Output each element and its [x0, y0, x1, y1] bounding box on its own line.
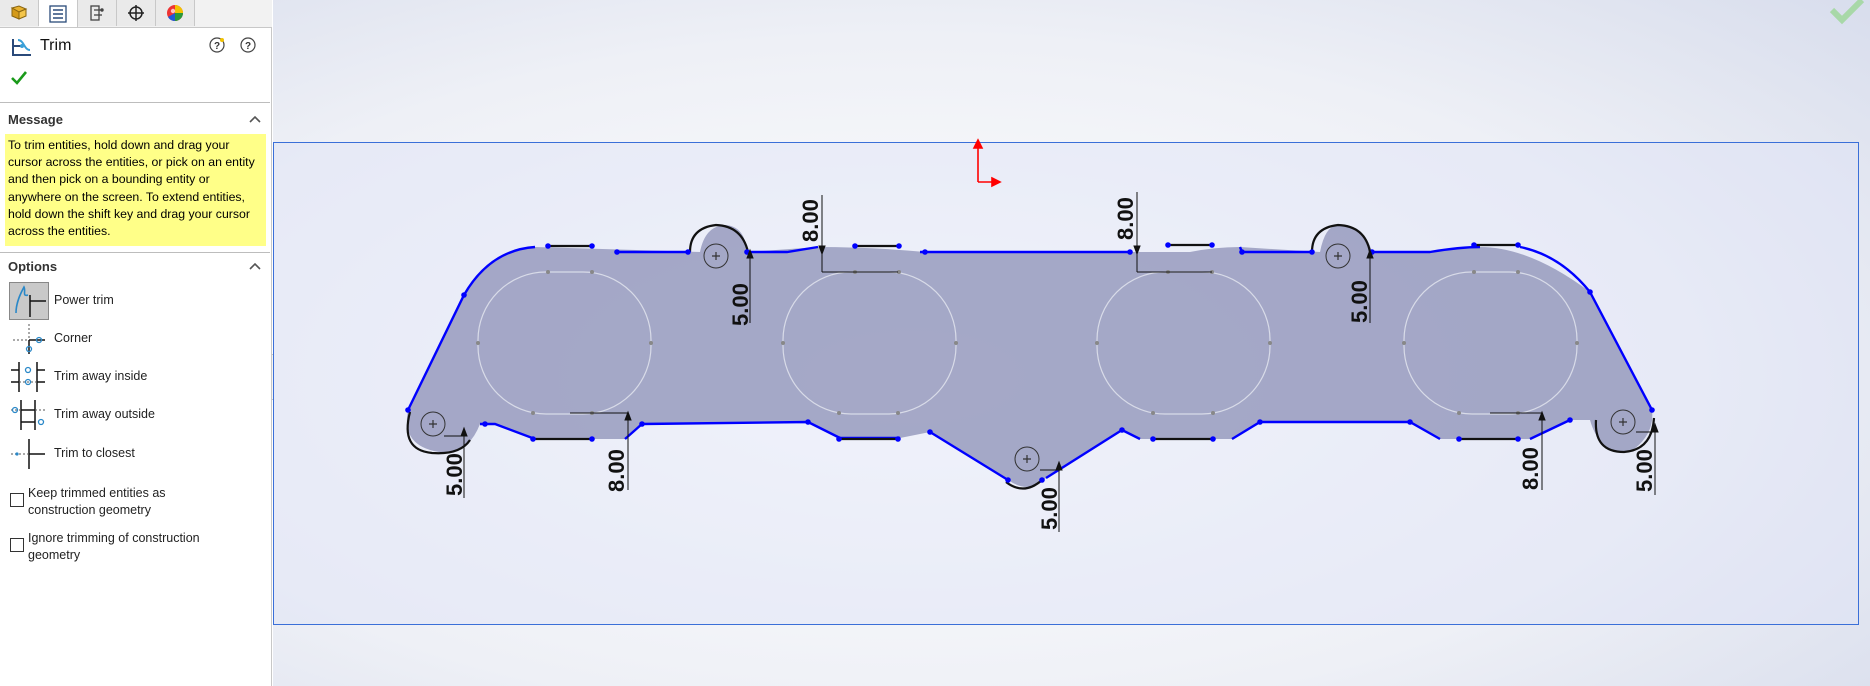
dimension-label[interactable]: 5.00: [1037, 487, 1062, 530]
dimensions[interactable]: [444, 192, 1659, 532]
option-label: Trim to closest: [54, 446, 135, 460]
option-label: Trim away inside: [54, 369, 148, 383]
power-trim-icon[interactable]: [9, 282, 49, 320]
whats-wrong-help-icon[interactable]: ?: [209, 37, 225, 53]
dimension-label[interactable]: 5.00: [1347, 280, 1372, 323]
option-label: Corner: [54, 331, 93, 345]
dimension-label[interactable]: 8.00: [1518, 447, 1543, 490]
configuration-manager-tab[interactable]: [78, 0, 117, 26]
keep-trimmed-construction-checkbox[interactable]: [10, 493, 24, 507]
sketch-points: [405, 242, 1655, 483]
dimension-label[interactable]: 8.00: [798, 199, 823, 242]
bolt-holes: [420, 243, 1636, 472]
trim-inside-icon[interactable]: [9, 358, 49, 396]
ignore-construction-trimming-checkbox[interactable]: [10, 538, 24, 552]
checkbox-label: Ignore trimming of construction geometry: [28, 531, 200, 562]
section-divider: [0, 102, 270, 103]
dimension-label[interactable]: 5.00: [442, 453, 467, 496]
dimension-label[interactable]: 8.00: [1113, 197, 1138, 240]
option-corner[interactable]: Corner: [9, 320, 269, 358]
options-section-header[interactable]: Options: [8, 259, 58, 274]
corner-trim-icon[interactable]: [9, 320, 49, 358]
chevron-up-icon[interactable]: [249, 262, 261, 270]
bolt-hole: [703, 243, 729, 269]
bolt-hole: [1325, 243, 1351, 269]
confirmation-corner-check-icon[interactable]: [1829, 0, 1865, 25]
property-manager-panel: Trim ? ? Message To trim entities, hold …: [0, 0, 272, 686]
option-power-trim[interactable]: Power trim: [9, 282, 269, 320]
origin-icon: [972, 138, 1002, 188]
option-label: Power trim: [54, 293, 114, 307]
svg-text:?: ?: [245, 41, 251, 52]
ok-checkmark-icon[interactable]: [10, 70, 28, 86]
dimension-label[interactable]: 5.00: [728, 283, 753, 326]
option-trim-to-closest[interactable]: Trim to closest: [9, 435, 269, 473]
trim-closest-icon[interactable]: [9, 435, 49, 473]
option-trim-away-inside[interactable]: Trim away inside: [9, 358, 269, 396]
bolt-hole: [1014, 446, 1040, 472]
manager-tab-bar: [0, 0, 272, 28]
panel-title: Trim: [40, 37, 72, 54]
help-icon[interactable]: ?: [240, 37, 256, 53]
section-divider: [0, 252, 270, 253]
feature-manager-tab[interactable]: [0, 0, 39, 26]
feature-tree-icon: [10, 5, 28, 20]
bolt-hole: [420, 411, 446, 437]
appearance-sphere-icon: [167, 5, 183, 22]
property-manager-tab[interactable]: [39, 0, 78, 27]
display-manager-tab[interactable]: [156, 0, 195, 26]
sketch-black-segments: [406, 223, 1656, 490]
dimension-label[interactable]: 8.00: [604, 449, 629, 492]
chevron-up-icon[interactable]: [249, 115, 261, 123]
configuration-icon: [90, 5, 104, 21]
dimension-labels[interactable]: 8.00 8.00 5.00 5.00 5.00 8.00 5.00 8.00 …: [442, 197, 1657, 530]
trim-tool-icon: [12, 39, 31, 56]
dimension-label[interactable]: 5.00: [1632, 449, 1657, 492]
bolt-hole: [1610, 409, 1636, 435]
svg-text:?: ?: [214, 41, 220, 52]
trim-outside-icon[interactable]: [9, 396, 49, 434]
dimxpert-manager-tab[interactable]: [117, 0, 156, 26]
option-trim-away-outside[interactable]: Trim away outside: [9, 396, 269, 434]
option-label: Trim away outside: [54, 407, 155, 421]
message-section-header[interactable]: Message: [8, 112, 63, 127]
crosshair-icon: [128, 5, 144, 21]
property-sheet-icon: [49, 4, 67, 23]
message-box: To trim entities, hold down and drag you…: [5, 134, 266, 246]
checkbox-label: Keep trimmed entities as construction ge…: [28, 486, 166, 517]
graphics-viewport[interactable]: 8.00 8.00 5.00 5.00 5.00 8.00 5.00 8.00 …: [273, 0, 1870, 686]
